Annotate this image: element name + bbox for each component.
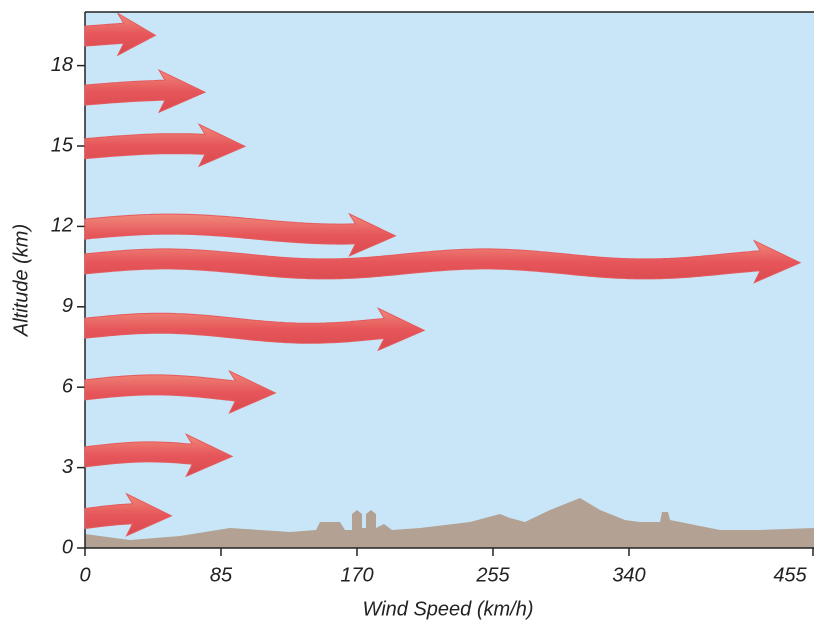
x-tick-label: 85 — [210, 564, 233, 586]
x-tick-label: 340 — [612, 564, 645, 586]
x-tick-label: 455 — [773, 564, 807, 586]
y-tick-label: 6 — [62, 375, 74, 397]
y-tick-label: 0 — [62, 536, 73, 558]
chart: Wind Speed (km/h) Altitude (km) 0 3 6 9 12 15… — [0, 0, 814, 626]
x-tick-label: 255 — [475, 564, 510, 586]
y-tick-label: 15 — [51, 134, 74, 156]
y-tick-label: 12 — [51, 215, 73, 237]
x-tick-label: 0 — [79, 564, 90, 586]
y-axis-label: Altitude (km) — [10, 224, 32, 337]
y-tick-label: 18 — [51, 54, 73, 76]
y-tick-label: 3 — [62, 456, 73, 478]
x-axis-label: Wind Speed (km/h) — [363, 598, 534, 620]
x-tick-label: 170 — [340, 564, 373, 586]
y-tick-label: 9 — [62, 295, 73, 317]
